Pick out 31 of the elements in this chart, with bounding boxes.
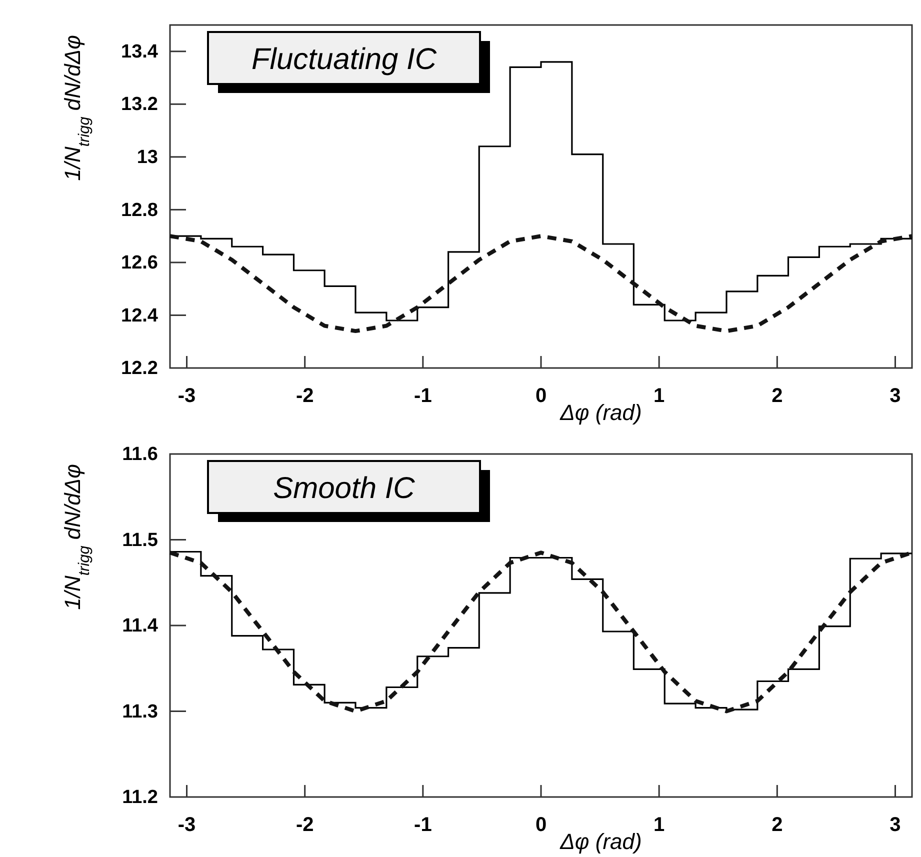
x-tick-label: 2 <box>772 814 783 836</box>
y-tick-label: 12.4 <box>121 305 158 326</box>
y-tick-label: 12.8 <box>121 200 158 221</box>
text: Smooth IC <box>273 472 416 505</box>
x-axis-title: Δφ (rad) <box>559 829 642 854</box>
y-tick-label: 12.6 <box>121 252 158 274</box>
x-tick-label: 3 <box>890 814 901 836</box>
line-series <box>168 234 914 334</box>
x-tick-label: -2 <box>296 814 314 836</box>
x-axis-title: Δφ (rad) <box>559 400 642 425</box>
y-tick-label: 11.5 <box>122 530 158 551</box>
y-tick-label: 11.2 <box>122 787 158 808</box>
text: Fluctuating IC <box>251 43 437 76</box>
x-tick-label: -1 <box>414 814 432 836</box>
x-tick-label: 3 <box>890 385 901 408</box>
y-tick-label: 11.4 <box>122 616 158 637</box>
x-tick-label: 1 <box>654 814 665 836</box>
y-tick-label: 12.2 <box>121 358 158 380</box>
x-tick-label: 2 <box>772 385 783 408</box>
x-tick-label: -2 <box>296 385 314 408</box>
x-tick-label: 1 <box>654 385 665 408</box>
x-tick-label: 0 <box>535 814 547 836</box>
y-tick-label: 11.3 <box>122 701 158 722</box>
x-tick-label: -3 <box>178 385 196 408</box>
x-tick-label: 0 <box>535 385 547 408</box>
y-tick-label: 13.2 <box>121 94 158 116</box>
y-tick-label: 13.4 <box>121 41 158 62</box>
y-tick-label: 13 <box>136 147 158 168</box>
x-tick-label: -1 <box>414 385 432 408</box>
y-tick-label: 11.6 <box>122 444 158 466</box>
x-tick-label: -3 <box>178 814 196 836</box>
